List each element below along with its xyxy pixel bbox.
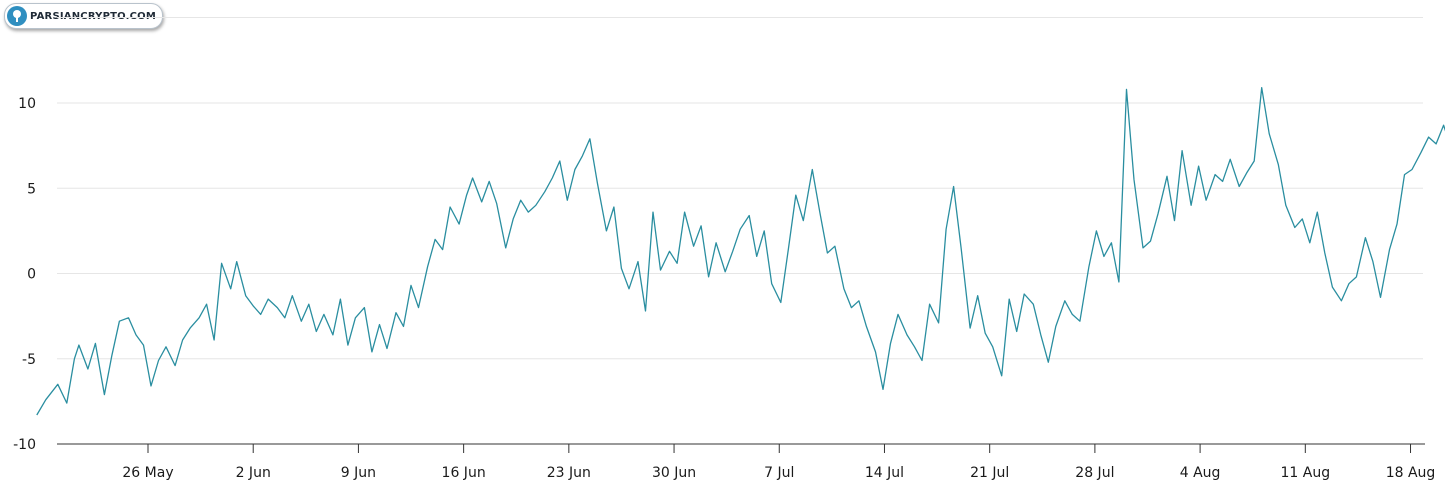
y-tick-label: -5 <box>22 352 36 368</box>
series-line <box>36 87 1445 416</box>
y-axis: -10 -5 0 5 10 <box>13 96 36 453</box>
y-tick-label: 0 <box>27 267 36 283</box>
x-tick-label: 16 Jun <box>442 465 486 481</box>
y-tick-label: -10 <box>13 437 36 453</box>
grid <box>57 17 1423 360</box>
tree-icon <box>7 6 27 26</box>
x-tick-label: 28 Jul <box>1075 465 1114 481</box>
site-logo[interactable]: PARSIANCRYPTO.COM <box>4 3 164 29</box>
x-axis-labels: 26 May 2 Jun 9 Jun 16 Jun 23 Jun 30 Jun 7 Jul 1… <box>122 444 1435 481</box>
x-tick-label: 2 Jun <box>236 465 271 481</box>
logo-text: PARSIANCRYPTO.COM <box>30 10 157 22</box>
x-tick-label: 9 Jun <box>341 465 376 481</box>
x-tick-label: 26 May <box>122 465 173 481</box>
x-tick-label: 18 Aug <box>1386 465 1436 481</box>
series-layer <box>36 87 1445 416</box>
x-tick-label: 4 Aug <box>1180 465 1221 481</box>
y-tick-label: 5 <box>27 181 36 197</box>
x-tick-label: 11 Aug <box>1281 465 1331 481</box>
x-tick-label: 14 Jul <box>865 465 904 481</box>
x-tick-label: 30 Jun <box>652 465 696 481</box>
y-tick-label: 10 <box>18 96 36 112</box>
x-tick-label: 21 Jul <box>970 465 1009 481</box>
x-tick-label: 23 Jun <box>547 465 591 481</box>
x-tick-label: 7 Jul <box>764 465 794 481</box>
